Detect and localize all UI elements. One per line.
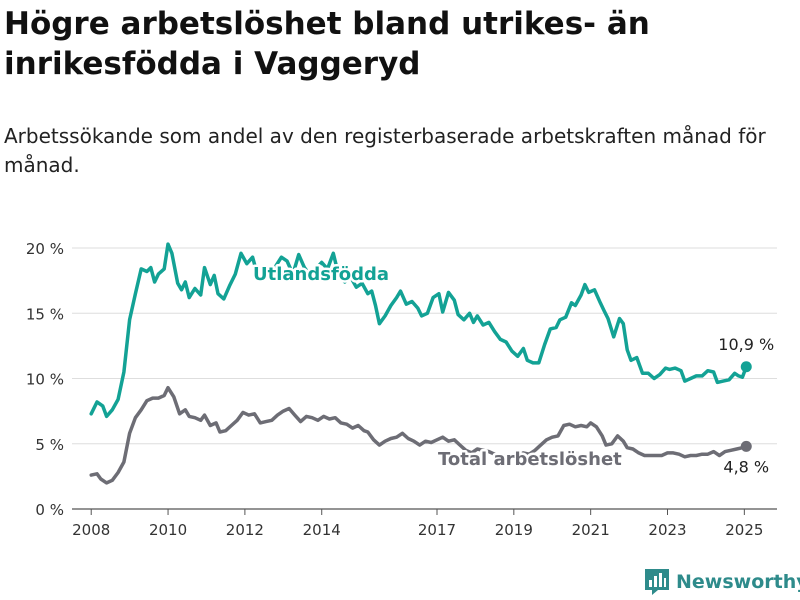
x-tick-label: 2019: [495, 521, 533, 539]
x-tick-label: 2017: [418, 521, 456, 539]
chart-annotations: Utlandsfödda Total arbetslöshet 10,9 % 4,8 …: [251, 262, 777, 479]
series-line-total: [89, 385, 749, 485]
chart-subtitle: Arbetssökande som andel av den registerb…: [4, 124, 766, 177]
grid-lines: [72, 247, 777, 510]
series-name-label: Total arbetslöshet: [438, 449, 622, 470]
brand-name: Newsworthy: [676, 571, 800, 593]
series-end-label: 10,9 %: [718, 335, 774, 354]
x-axis-ticks: 2008 2010 2012 2014 2017 2019 2021 2023 2025: [72, 509, 763, 539]
y-tick-label: 0 %: [35, 501, 64, 519]
series-end-point: [740, 440, 752, 452]
series-lines: [89, 242, 752, 485]
x-tick-label: 2023: [648, 521, 686, 539]
y-tick-label: 10 %: [26, 371, 64, 389]
x-tick-label: 2012: [226, 521, 264, 539]
chart-title: Högre arbetslöshet bland utrikes- än inr…: [4, 6, 650, 82]
series-end-point: [740, 361, 752, 373]
y-axis-ticks: 0 % 5 % 10 % 15 % 20 %: [26, 240, 64, 519]
y-tick-label: 15 %: [26, 305, 64, 323]
series-end-label: 4,8 %: [723, 457, 769, 476]
x-tick-label: 2008: [72, 521, 110, 539]
x-tick-label: 2025: [725, 521, 763, 539]
x-tick-label: 2010: [149, 521, 187, 539]
y-tick-label: 5 %: [35, 436, 64, 454]
x-tick-label: 2014: [303, 521, 341, 539]
series-line-utlandsfodda: [89, 242, 749, 419]
y-tick-label: 20 %: [26, 240, 64, 258]
series-name-label: Utlandsfödda: [253, 264, 389, 285]
bar-chart-logo-icon: [645, 569, 669, 595]
newsworthy-logo: Newsworthy: [644, 568, 800, 596]
x-tick-label: 2021: [572, 521, 610, 539]
